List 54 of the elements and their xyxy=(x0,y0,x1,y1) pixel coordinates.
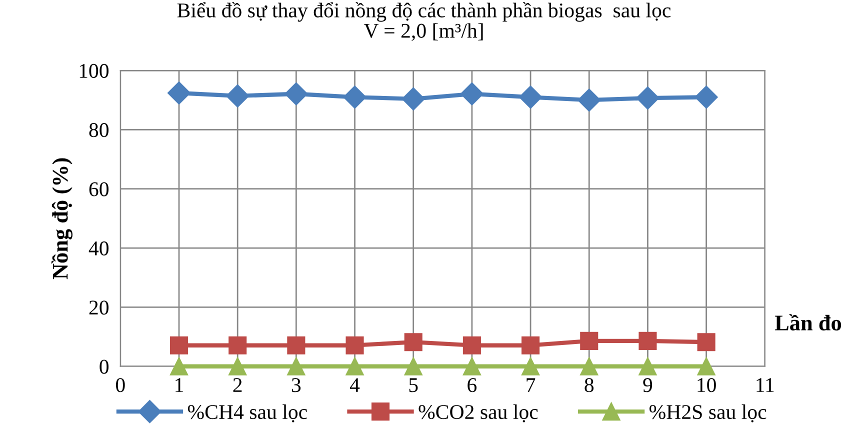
point xyxy=(462,336,481,354)
y-tick-label: 40 xyxy=(88,241,109,256)
x-axis-title: Lần đo xyxy=(774,314,842,331)
x-tick-label: 1 xyxy=(176,378,183,392)
y-tick-label: 100 xyxy=(80,64,109,78)
y-tick-label: 0 xyxy=(100,360,109,374)
point xyxy=(284,82,308,106)
y-tick-label: 80 xyxy=(89,123,109,138)
x-tick-label: 11 xyxy=(756,378,774,392)
point xyxy=(638,357,657,376)
point xyxy=(404,357,422,376)
x-tick-label: 3 xyxy=(292,378,301,392)
point xyxy=(697,333,716,352)
x-tick-label: 0 xyxy=(116,378,125,392)
point xyxy=(287,357,306,376)
point xyxy=(522,336,540,354)
point xyxy=(346,336,364,354)
point xyxy=(346,357,364,376)
legend-label: %H2S sau lọc xyxy=(649,404,766,422)
point xyxy=(694,86,718,109)
legend-label: %CO2 sau lọc xyxy=(418,404,538,422)
point xyxy=(343,86,366,109)
point xyxy=(580,357,598,376)
x-tick-label: 7 xyxy=(526,378,536,392)
x-tick-label: 2 xyxy=(233,378,242,392)
point xyxy=(287,336,306,354)
x-tick-label: 6 xyxy=(468,378,477,392)
point xyxy=(522,357,540,376)
y-tick-label: 20 xyxy=(89,300,109,315)
point xyxy=(402,87,425,110)
y-tick-label: 60 xyxy=(89,182,109,196)
point xyxy=(519,86,542,109)
point xyxy=(638,332,657,350)
point xyxy=(228,336,247,354)
point xyxy=(404,333,422,352)
point xyxy=(697,357,716,376)
x-tick-label: 5 xyxy=(409,378,418,392)
point xyxy=(170,357,188,376)
point xyxy=(168,82,191,104)
y-axis-title: Nồng độ (%) xyxy=(51,158,72,280)
point xyxy=(580,332,598,350)
legend-label: %CH4 sau lọc xyxy=(188,404,307,422)
x-tick-label: 8 xyxy=(584,378,594,392)
point xyxy=(460,82,484,106)
x-tick-label: 10 xyxy=(698,378,716,392)
x-tick-label: 9 xyxy=(643,378,652,392)
point xyxy=(578,88,601,112)
point xyxy=(636,86,660,110)
chart-title: Biểu đồ sự thay đổi nồng độ các thành phần biogas sau lọc V = 2,0 [m³/h] xyxy=(177,2,671,41)
point xyxy=(226,84,250,108)
point xyxy=(170,336,188,354)
point xyxy=(228,357,247,376)
x-tick-label: 4 xyxy=(350,378,360,392)
point xyxy=(462,357,481,376)
